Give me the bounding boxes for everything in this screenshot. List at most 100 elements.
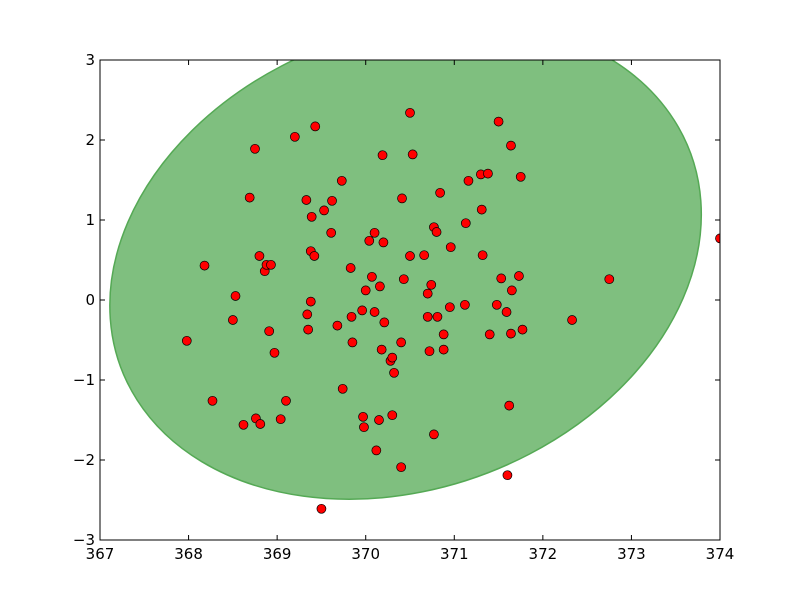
scatter-point	[305, 296, 316, 307]
scatter-point	[435, 187, 445, 198]
scatter-point	[431, 227, 442, 237]
scatter-point	[264, 326, 275, 337]
scatter-point	[604, 274, 615, 285]
x-tick-label: 370	[351, 545, 380, 563]
scatter-point	[504, 400, 515, 411]
x-tick-label: 369	[263, 545, 292, 563]
scatter-point	[491, 299, 502, 310]
scatter-point	[228, 315, 238, 325]
scatter-point	[244, 192, 255, 203]
scatter-point	[230, 291, 241, 301]
scatter-point	[266, 259, 276, 270]
scatter-point	[345, 263, 356, 273]
scatter-point	[371, 445, 382, 456]
scatter-point	[367, 271, 377, 282]
scatter-point	[419, 250, 430, 261]
scatter-point	[477, 250, 488, 261]
scatter-point	[460, 218, 471, 229]
scatter-point	[250, 143, 260, 154]
scatter-point	[238, 419, 249, 430]
scatter-point	[302, 309, 313, 320]
scatter-point	[337, 383, 348, 394]
scatter-point	[346, 311, 357, 322]
scatter-point	[376, 344, 387, 355]
scatter-point	[303, 324, 313, 335]
scatter-point	[483, 168, 493, 179]
scatter-point	[463, 175, 474, 186]
x-tick-label: 368	[174, 545, 203, 563]
scatter-point	[336, 175, 347, 186]
scatter-point	[438, 329, 449, 340]
scatter-point	[377, 150, 388, 161]
y-tick-label: 2	[85, 131, 95, 149]
scatter-point	[369, 227, 380, 238]
scatter-point	[306, 211, 317, 222]
y-tick-label: −2	[73, 451, 95, 469]
y-tick-label: 0	[85, 291, 95, 309]
y-tick-label: 3	[85, 51, 95, 69]
scatter-point	[567, 315, 577, 325]
scatter-point	[484, 329, 495, 340]
scatter-point	[506, 140, 516, 151]
scatter-point	[426, 279, 437, 290]
scatter-point	[429, 429, 439, 440]
scatter-point	[405, 107, 415, 118]
scatter-point	[326, 227, 337, 238]
scatter-point	[396, 337, 406, 348]
scatter-point	[281, 395, 291, 406]
scatter-point	[375, 281, 385, 292]
scatter-point	[398, 274, 409, 285]
scatter-point	[255, 419, 266, 429]
scatter-point	[378, 237, 389, 248]
x-tick-label: 374	[706, 545, 735, 563]
scatter-point	[357, 305, 368, 316]
scatter-point	[319, 205, 329, 216]
scatter-point	[432, 311, 443, 322]
x-tick-label: 373	[617, 545, 646, 563]
scatter-point	[301, 195, 312, 205]
scatter-point	[332, 320, 343, 331]
scatter-point	[199, 260, 210, 271]
scatter-point	[396, 462, 406, 473]
confidence-ellipse	[13, 60, 798, 594]
scatter-point	[327, 195, 337, 206]
y-tick-label: 1	[85, 211, 95, 229]
x-tick-label: 371	[440, 545, 469, 563]
scatter-point	[397, 193, 407, 204]
y-tick-label: −1	[73, 371, 95, 389]
scatter-point	[405, 251, 415, 261]
scatter-point	[493, 116, 504, 127]
scatter-point	[181, 335, 192, 346]
scatter-point	[364, 235, 375, 246]
x-tick-label: 367	[86, 545, 115, 563]
data-layer	[13, 60, 798, 594]
scatter-point	[422, 288, 433, 299]
scatter-point	[359, 422, 369, 433]
scatter-point	[358, 411, 368, 422]
scatter-point	[347, 337, 358, 348]
scatter-point	[514, 271, 524, 281]
scatter-point	[207, 395, 218, 406]
scatter-point	[387, 352, 398, 363]
scatter-point	[445, 302, 455, 313]
scatter-point	[476, 204, 487, 215]
scatter-point	[369, 307, 380, 317]
scatter-point	[460, 299, 470, 310]
scatter-point	[506, 328, 516, 339]
scatter-point	[309, 251, 320, 261]
scatter-point	[316, 503, 327, 514]
x-tick-label: 372	[529, 545, 558, 563]
scatter-point	[275, 414, 286, 425]
scatter-point	[269, 347, 280, 358]
scatter-point	[379, 317, 390, 328]
scatter-point	[507, 285, 517, 296]
scatter-point	[254, 251, 265, 261]
scatter-point	[389, 367, 399, 378]
y-tick-label: −3	[73, 531, 95, 549]
scatter-point	[310, 121, 321, 132]
scatter-point	[445, 242, 456, 253]
scatter-point	[290, 131, 300, 142]
scatter-point	[407, 149, 418, 160]
ticks-layer: 367 368 369 370 371 372 373 374 3 2 1 0 −1 −2 −3	[73, 51, 734, 563]
